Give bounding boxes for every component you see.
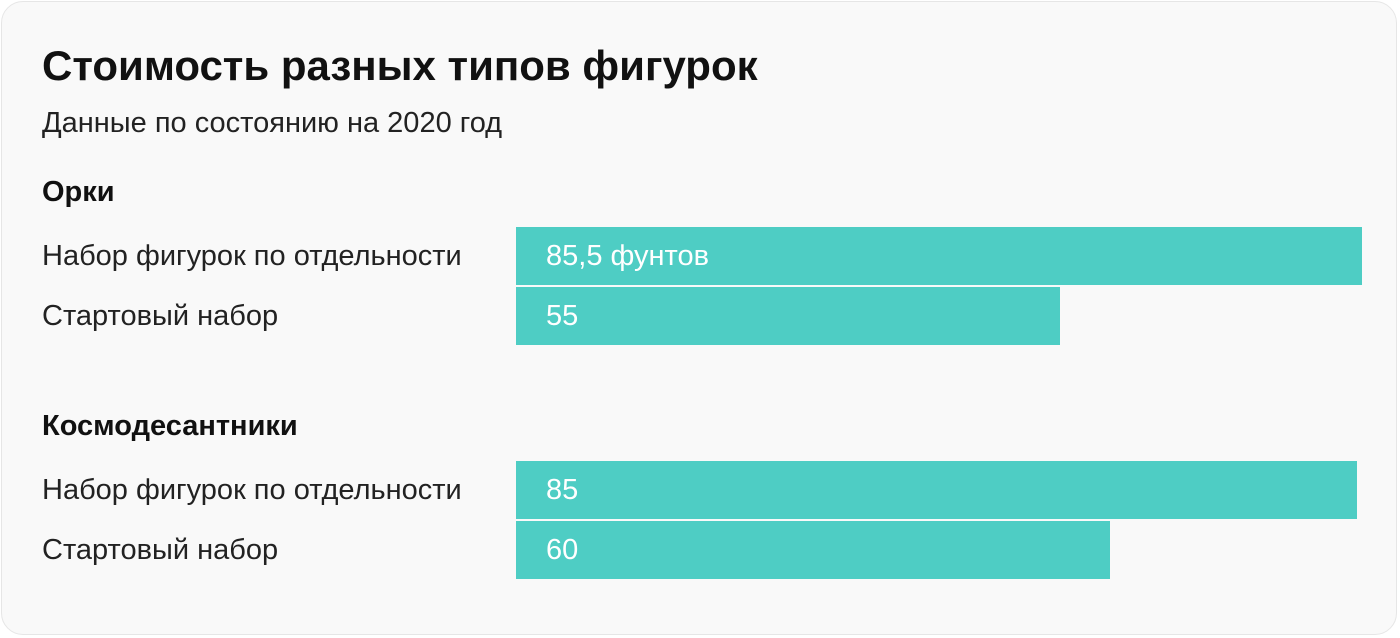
bar: [516, 521, 1110, 579]
row-label: Стартовый набор: [42, 534, 279, 566]
row-label: Набор фигурок по отдельности: [42, 240, 462, 272]
bar: [516, 461, 1357, 519]
bar-value-label: 85,5 фунтов: [546, 240, 710, 272]
row-label: Набор фигурок по отдельности: [42, 474, 462, 506]
bar-value-label: 85: [546, 474, 579, 506]
group-title-space-marines: Космодесантники: [42, 410, 298, 442]
chart-subtitle: Данные по состоянию на 2020 год: [42, 107, 503, 139]
bar-value-label: 55: [546, 300, 579, 332]
chart-title: Стоимость разных типов фигурок: [42, 42, 758, 89]
row-label: Стартовый набор: [42, 300, 279, 332]
bar: [516, 287, 1060, 345]
bar-value-label: 60: [546, 534, 579, 566]
group-title-orcs: Орки: [42, 176, 115, 208]
bar: [516, 227, 1362, 285]
